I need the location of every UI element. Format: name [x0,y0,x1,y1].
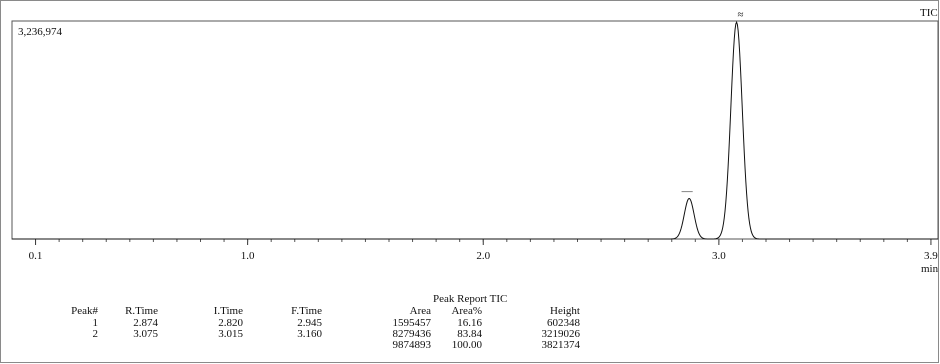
header-area: Area [409,305,431,317]
total-height: 3821374 [541,339,581,351]
header-peak: Peak# [71,305,98,317]
cell-peak: 2 [92,328,99,340]
cell-r-time: 2.874 [133,317,158,329]
table-row: 2 3.075 3.015 3.160 8279436 83.84 321902… [0,328,940,340]
x-tick-label: 1.0 [241,250,255,262]
plot-border [11,20,939,240]
chromatogram-chart: 0.1 1.0 2.0 3.0 3.9 —≈ TIC 3,236,974 min [11,7,939,275]
max-intensity-label: 3,236,974 [18,26,63,38]
x-tick-label: 2.0 [476,250,490,262]
header-r-time: R.Time [125,305,158,317]
cell-peak: 1 [92,317,99,329]
series-label: TIC [920,7,938,19]
cell-area: 1595457 [392,317,432,329]
x-tick-label: 3.0 [712,250,726,262]
cell-area: 8279436 [392,328,432,340]
report-header-row: Peak# R.Time I.Time F.Time Area Area% He… [0,305,940,317]
header-f-time: F.Time [291,305,322,317]
cell-area-pct: 16.16 [457,317,482,329]
x-axis: 0.1 1.0 2.0 3.0 3.9 [29,239,938,262]
total-area: 9874893 [392,339,432,351]
header-area-pct: Area% [451,305,482,317]
peak-markers: —≈ [681,9,744,197]
cell-r-time: 3.075 [133,328,158,340]
tic-trace-line [12,20,938,240]
header-height: Height [550,305,580,317]
x-axis-unit: min [921,263,939,275]
peak-marker: — [681,185,694,197]
cell-i-time: 2.820 [218,317,243,329]
x-tick-label: 3.9 [924,250,938,262]
x-tick-label: 0.1 [29,250,43,262]
cell-height: 602348 [547,317,580,329]
cell-f-time: 2.945 [297,317,322,329]
cell-f-time: 3.160 [297,328,322,340]
report-title: Peak Report TIC [433,293,508,305]
report-totals-row: 9874893 100.00 3821374 [0,339,940,351]
peak-marker: ≈ [738,9,744,21]
cell-height: 3219026 [541,328,581,340]
total-area-pct: 100.00 [451,339,482,351]
cell-area-pct: 83.84 [457,328,482,340]
header-i-time: I.Time [213,305,243,317]
cell-i-time: 3.015 [218,328,243,340]
table-row: 1 2.874 2.820 2.945 1595457 16.16 602348 [0,317,940,329]
